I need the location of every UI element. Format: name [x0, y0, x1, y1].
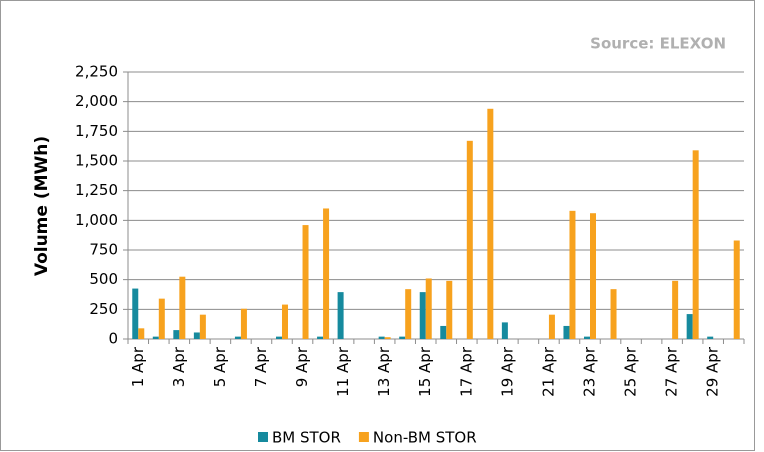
- bar: [337, 292, 344, 339]
- y-tick-label: 250: [89, 300, 118, 318]
- bar: [501, 322, 508, 339]
- x-tick-label: 23 Apr: [581, 346, 599, 397]
- y-tick-label: 0: [108, 330, 118, 348]
- legend-label: Non-BM STOR: [373, 429, 477, 447]
- bar: [234, 336, 241, 339]
- y-tick-label: 1,500: [75, 152, 118, 170]
- bar: [569, 210, 576, 339]
- bar: [487, 108, 494, 339]
- bar: [672, 280, 679, 339]
- bar: [378, 336, 385, 339]
- bar: [425, 278, 432, 339]
- bar: [384, 337, 391, 339]
- y-tick-label: 1,000: [75, 211, 118, 229]
- x-tick-label: 5 Apr: [211, 346, 229, 387]
- x-tick-label: 15 Apr: [416, 346, 434, 397]
- bar: [590, 213, 596, 339]
- bar: [446, 280, 453, 339]
- bar: [405, 289, 412, 339]
- bar: [132, 288, 139, 339]
- bar: [240, 308, 247, 339]
- y-axis-label: Volume (MWh): [32, 136, 52, 276]
- bar: [419, 292, 426, 339]
- bar: [399, 336, 406, 339]
- bar: [199, 314, 206, 339]
- bar: [193, 332, 200, 339]
- bar: [466, 140, 473, 339]
- bar: [173, 330, 180, 339]
- bar: [440, 325, 447, 339]
- bar: [179, 276, 186, 339]
- bar: [610, 289, 617, 339]
- source: Source: ELEXON: [590, 35, 726, 53]
- bar: [317, 336, 324, 339]
- legend-swatch: [358, 432, 369, 442]
- bar: [584, 336, 590, 339]
- bar: [692, 150, 699, 339]
- y-tick-label: 500: [89, 270, 118, 288]
- bar: [152, 336, 159, 339]
- bar: [548, 314, 555, 339]
- bar: [158, 298, 165, 339]
- bar: [686, 314, 693, 339]
- y-tick-label: 1,750: [75, 122, 118, 140]
- x-tick-label: 21 Apr: [539, 346, 557, 397]
- x-tick-label: 13 Apr: [375, 346, 393, 397]
- bar: [138, 328, 145, 339]
- bar: [282, 304, 288, 339]
- x-tick-label: 7 Apr: [252, 346, 270, 387]
- bar: [707, 336, 714, 339]
- x-tick-label: 25 Apr: [622, 346, 640, 397]
- legend-swatch: [258, 432, 268, 442]
- y-tick-label: 750: [89, 241, 118, 259]
- x-tick-label: 27 Apr: [663, 346, 681, 397]
- bar: [733, 240, 740, 339]
- legend-label: BM STOR: [272, 429, 341, 447]
- y-tick-label: 2,250: [75, 63, 118, 81]
- x-tick-label: 17 Apr: [457, 346, 475, 397]
- x-tick-label: 3 Apr: [170, 346, 188, 387]
- x-tick-label: 19 Apr: [498, 346, 516, 397]
- bar: [563, 325, 570, 339]
- x-tick-label: 11 Apr: [334, 346, 352, 397]
- bar: [276, 336, 282, 339]
- x-tick-label: 29 Apr: [704, 346, 722, 397]
- y-tick-label: 2,000: [75, 92, 118, 110]
- y-tick-label: 1,250: [75, 181, 118, 199]
- x-tick-label: 9 Apr: [293, 346, 311, 387]
- bar: [302, 225, 309, 339]
- bar: [323, 208, 330, 339]
- x-tick-label: 1 Apr: [129, 346, 147, 387]
